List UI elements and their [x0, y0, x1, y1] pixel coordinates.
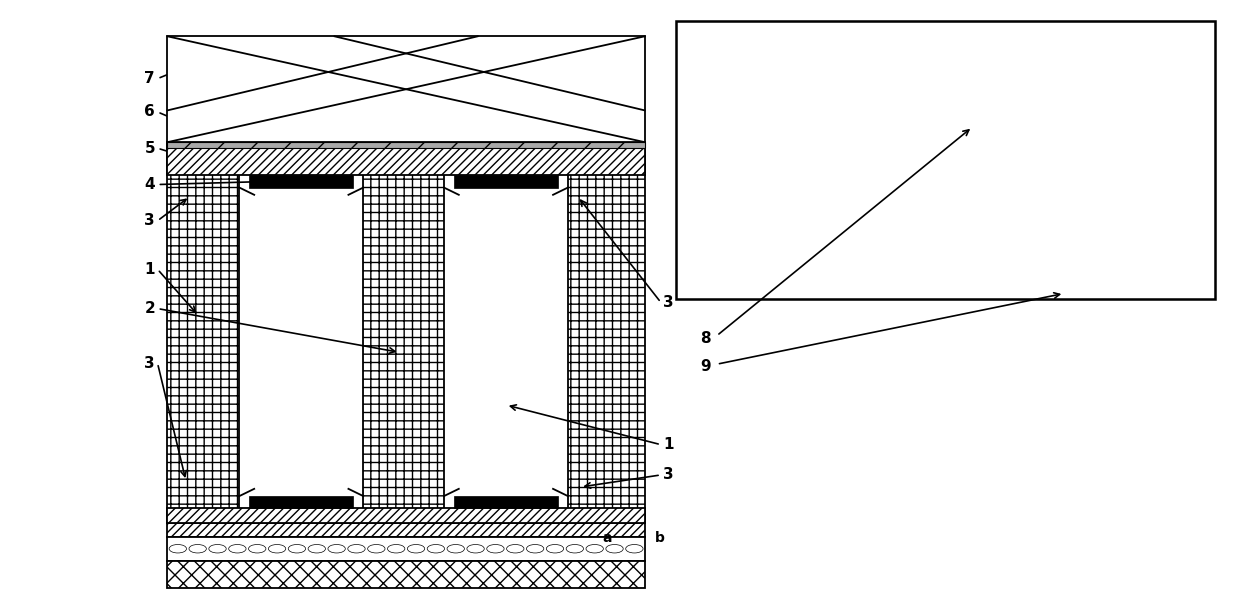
- Circle shape: [308, 544, 325, 553]
- Polygon shape: [167, 142, 645, 148]
- Circle shape: [487, 544, 505, 553]
- Polygon shape: [167, 523, 645, 537]
- Circle shape: [169, 544, 186, 553]
- Circle shape: [428, 544, 445, 553]
- Circle shape: [606, 544, 624, 553]
- Circle shape: [347, 544, 365, 553]
- Circle shape: [507, 544, 525, 553]
- Circle shape: [268, 544, 285, 553]
- Circle shape: [387, 544, 404, 553]
- Polygon shape: [167, 561, 645, 588]
- Circle shape: [408, 544, 425, 553]
- Text: 2: 2: [144, 301, 155, 316]
- Circle shape: [248, 544, 265, 553]
- Text: 3: 3: [144, 214, 155, 228]
- Polygon shape: [249, 496, 353, 508]
- Circle shape: [626, 544, 644, 553]
- Text: 3: 3: [663, 295, 675, 310]
- Circle shape: [567, 544, 584, 553]
- Text: a: a: [603, 531, 613, 544]
- Text: b: b: [655, 531, 665, 544]
- Text: 1: 1: [145, 262, 155, 276]
- Circle shape: [467, 544, 485, 553]
- Circle shape: [288, 544, 305, 553]
- Polygon shape: [167, 537, 645, 561]
- Text: 3: 3: [663, 468, 675, 482]
- Polygon shape: [454, 175, 558, 188]
- Polygon shape: [167, 142, 645, 175]
- Polygon shape: [167, 508, 645, 523]
- Circle shape: [188, 544, 206, 553]
- Polygon shape: [249, 175, 353, 188]
- Text: 8: 8: [701, 332, 712, 346]
- Text: 5: 5: [144, 141, 155, 155]
- Text: 9: 9: [701, 359, 712, 373]
- Circle shape: [327, 544, 345, 553]
- Circle shape: [367, 544, 384, 553]
- Polygon shape: [444, 175, 568, 508]
- Text: 1: 1: [663, 437, 673, 452]
- Circle shape: [228, 544, 246, 553]
- Polygon shape: [239, 175, 363, 508]
- Polygon shape: [167, 142, 645, 523]
- Text: 6: 6: [144, 105, 155, 119]
- Circle shape: [547, 544, 564, 553]
- Text: 3: 3: [144, 356, 155, 370]
- Text: 7: 7: [144, 71, 155, 86]
- Polygon shape: [454, 496, 558, 508]
- Text: 4: 4: [144, 177, 155, 192]
- Circle shape: [587, 544, 604, 553]
- Polygon shape: [167, 36, 645, 142]
- Circle shape: [527, 544, 544, 553]
- Circle shape: [208, 544, 226, 553]
- Circle shape: [448, 544, 465, 553]
